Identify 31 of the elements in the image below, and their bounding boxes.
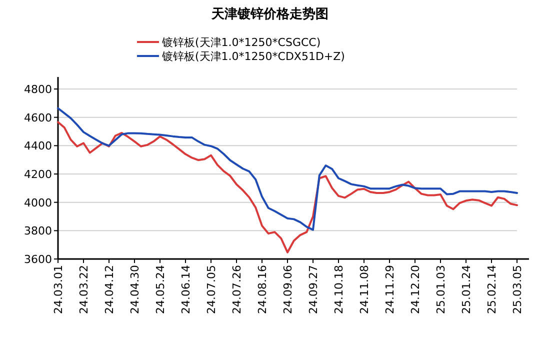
x-tick-label: 24.11.29 — [384, 265, 396, 314]
x-tick-label: 24.09.27 — [307, 265, 320, 314]
x-tick-label: 25.03.05 — [511, 265, 524, 314]
line-series — [57, 121, 518, 254]
y-tick-label: 3600 — [24, 253, 52, 266]
x-tick-label: 24.04.12 — [103, 265, 116, 314]
line-series — [57, 107, 518, 231]
y-tick-label: 4600 — [24, 111, 52, 124]
x-tick-label: 24.04.30 — [128, 265, 142, 314]
x-tick-label: 24.09.06 — [282, 265, 294, 314]
x-tick-label: 24.10.18 — [332, 265, 346, 314]
x-tick-label: 24.07.26 — [230, 265, 244, 314]
x-tick-label: 25.01.24 — [460, 265, 473, 314]
x-tick-label: 24.03.22 — [78, 265, 90, 314]
y-tick-label: 3800 — [24, 224, 52, 238]
x-tick-label: 24.03.01 — [52, 265, 65, 314]
x-tick-label: 24.05.24 — [154, 265, 167, 314]
legend-label: 镀锌板(天津1.0*1250*CDX51D+Z) — [161, 50, 345, 63]
x-tick-label: 24.06.14 — [180, 265, 192, 314]
y-tick-label: 4000 — [24, 196, 52, 210]
x-tick-label: 25.01.03 — [434, 265, 448, 314]
y-tick-label: 4400 — [24, 140, 52, 153]
x-tick-label: 25.02.14 — [486, 265, 498, 314]
x-tick-label: 24.11.08 — [358, 265, 371, 314]
legend-label: 镀锌板(天津1.0*1250*CSGCC) — [161, 36, 321, 49]
y-tick-label: 4800 — [24, 83, 52, 96]
y-tick-label: 4200 — [24, 168, 52, 181]
x-tick-label: 24.07.05 — [205, 265, 218, 314]
x-tick-label: 24.08.16 — [256, 265, 269, 314]
chart-title: 天津镀锌价格走势图 — [210, 6, 328, 22]
x-tick-label: 24.12.20 — [409, 265, 422, 314]
